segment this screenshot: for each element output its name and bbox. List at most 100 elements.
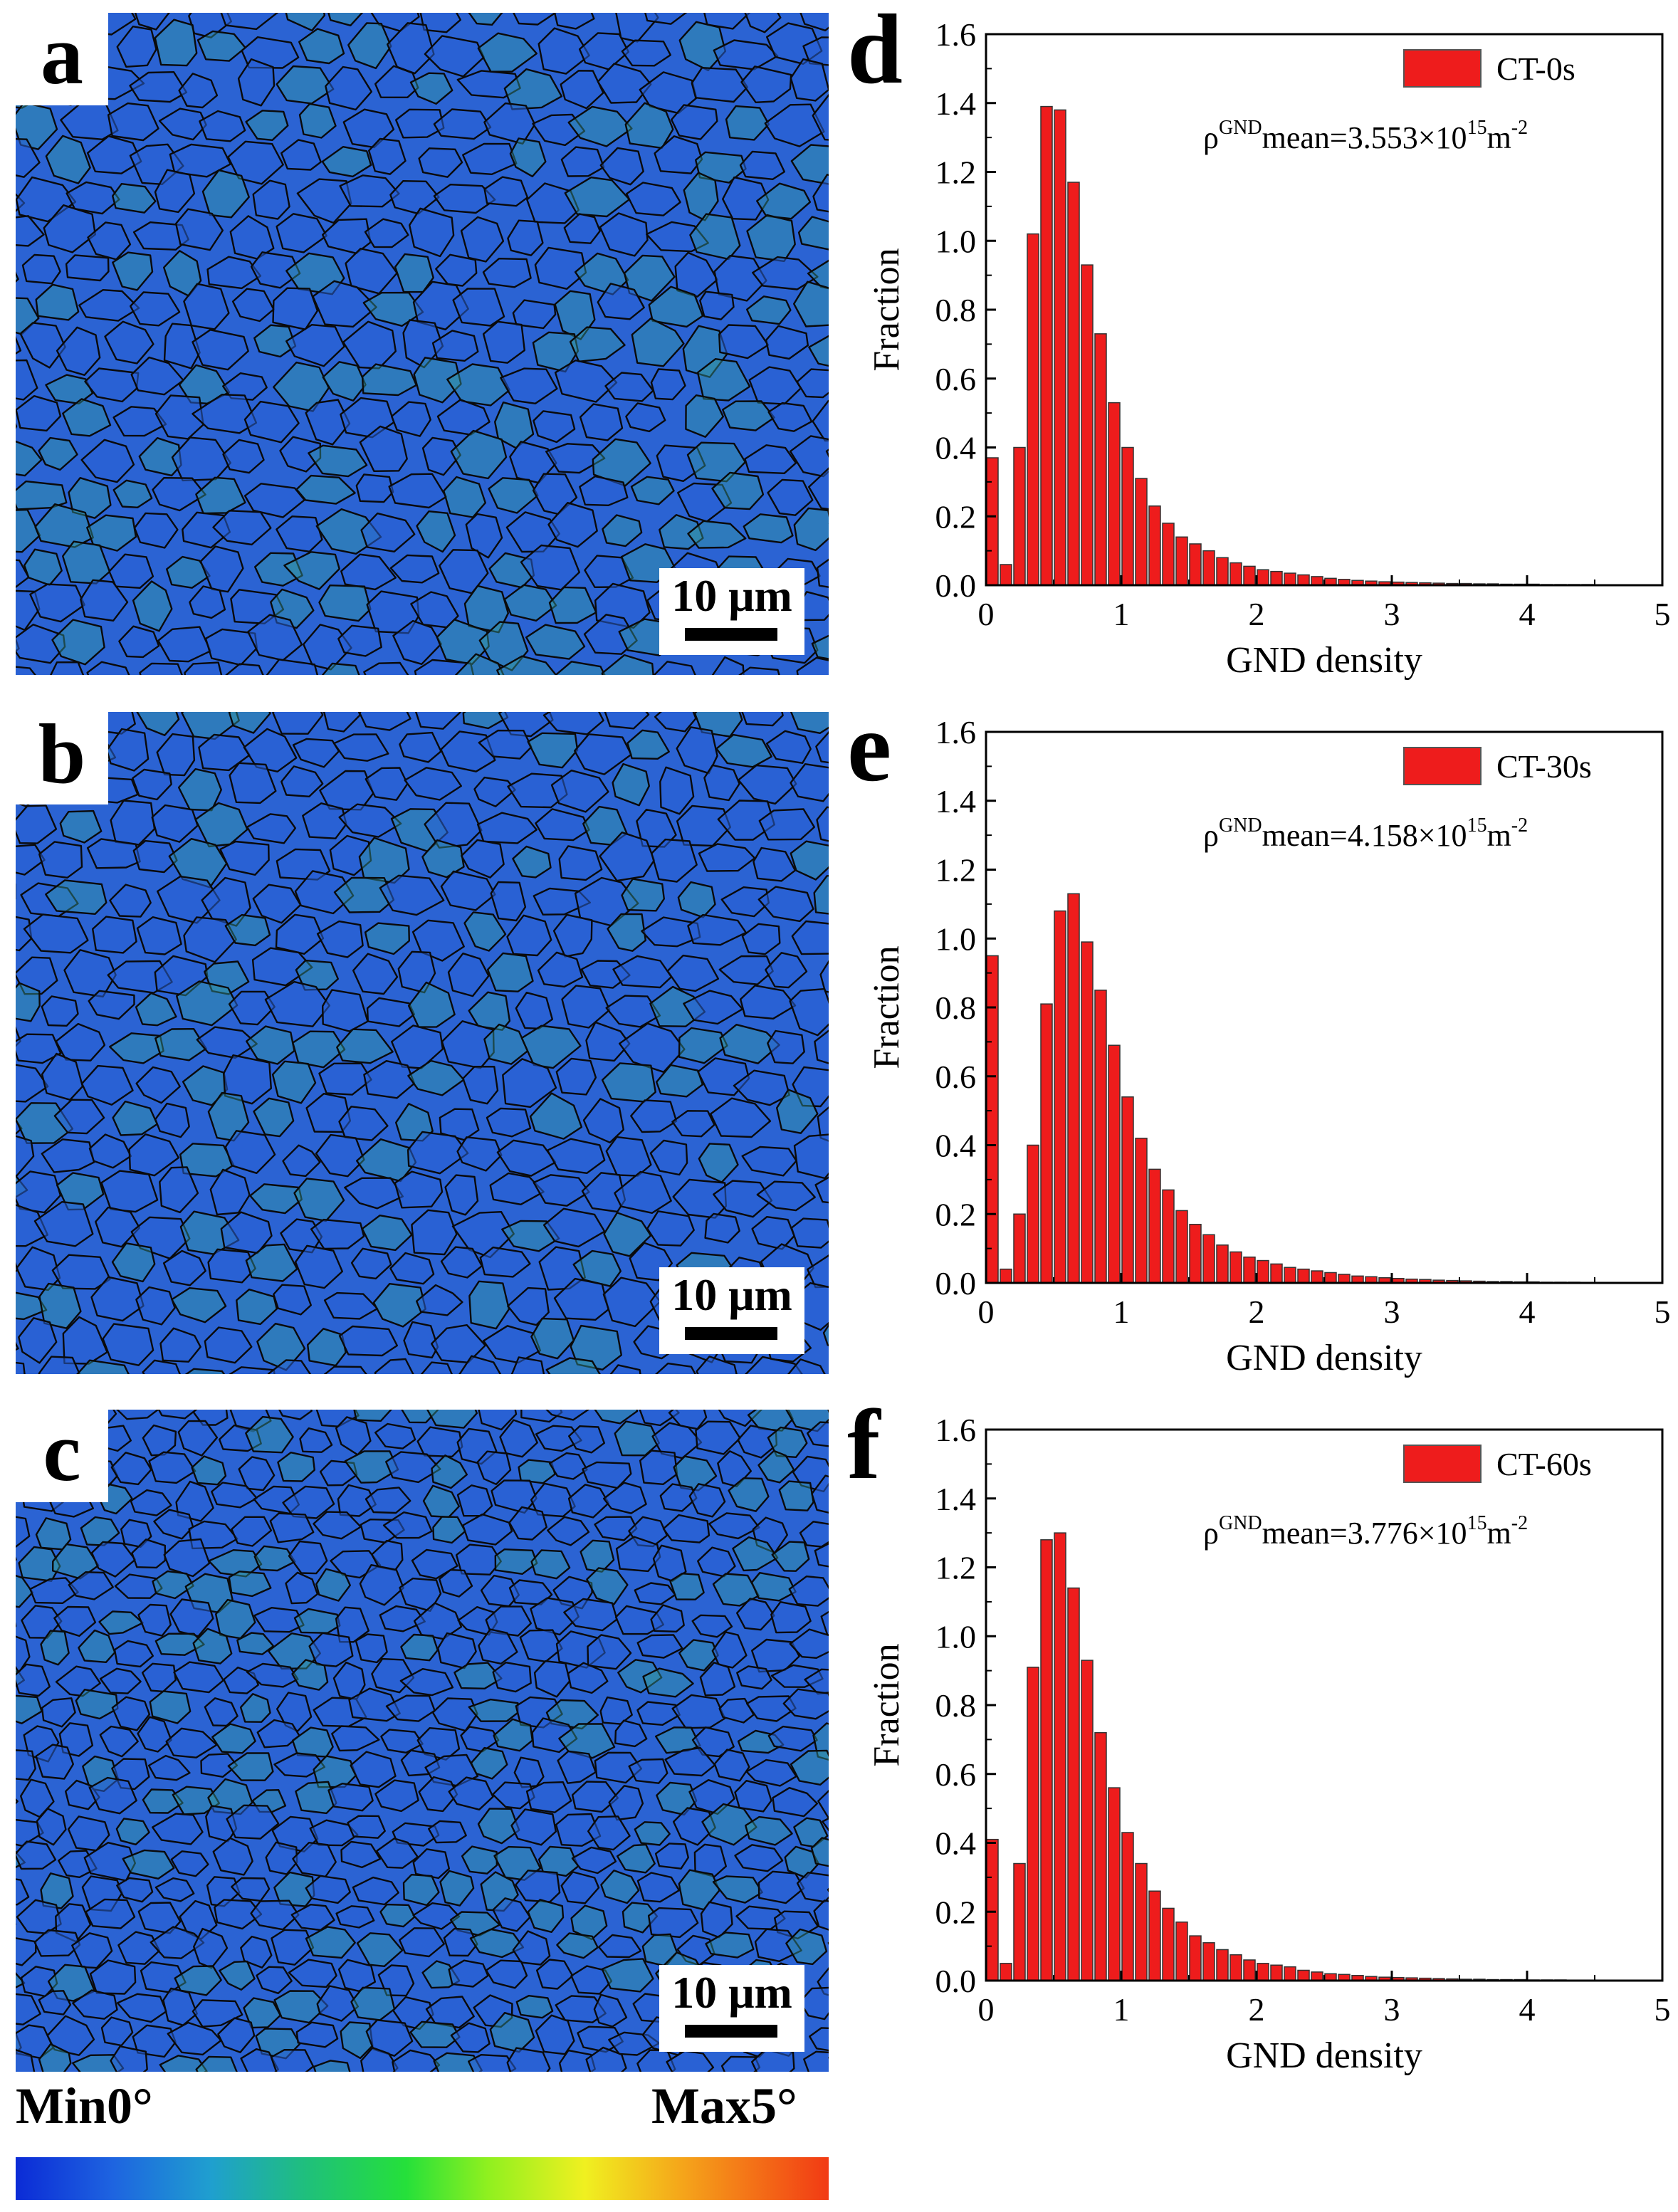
bar-e-2: [1013, 1213, 1026, 1284]
bar-f-12: [1148, 1890, 1161, 1981]
bar-f-23: [1297, 1969, 1310, 1981]
mean-annotation-f: ρGNDmean=3.776×1015m-2: [1203, 1512, 1528, 1551]
bar-e-17: [1216, 1244, 1229, 1284]
ytick-label-f-2: 0.4: [935, 1825, 977, 1862]
scale-bar-line-c: [685, 2025, 777, 2038]
bar-e-6: [1067, 893, 1080, 1284]
bar-f-6: [1067, 1587, 1080, 1981]
ytick-label-d-4: 0.8: [935, 292, 977, 328]
bar-d-21: [1270, 570, 1283, 586]
kam-map-c: c 10 μm: [16, 1410, 829, 2072]
xtick-label-e-1: 1: [1113, 1294, 1130, 1330]
bar-d-11: [1135, 478, 1148, 586]
ytick-label-f-5: 1.0: [935, 1618, 977, 1655]
bar-f-3: [1027, 1667, 1039, 1981]
ytick-label-d-8: 1.6: [935, 16, 977, 53]
bar-d-3: [1027, 233, 1039, 586]
histogram-svg-f: 0.0 0.2 0.4 0.6 0.8 1.0 1.2 1.4 1.6 0 1 2 3 4 5 GND den…: [866, 1412, 1671, 2076]
bar-f-18: [1229, 1954, 1242, 1981]
bar-f-11: [1135, 1862, 1148, 1981]
xtick-label-e-0: 0: [978, 1294, 995, 1330]
ylabel-f: Fraction: [866, 1643, 907, 1766]
bar-f-22: [1284, 1966, 1296, 1981]
bar-d-9: [1108, 402, 1121, 586]
gnd-histogram-f: 0.0 0.2 0.4 0.6 0.8 1.0 1.2 1.4 1.6 0 1 2 3 4 5 GND den…: [847, 1395, 1678, 2104]
scale-bar-c: 10 μm: [659, 1965, 804, 2052]
bar-f-5: [1054, 1532, 1066, 1981]
ytick-label-e-3: 0.6: [935, 1059, 977, 1095]
bar-f-1: [1000, 1963, 1012, 1981]
bar-e-5: [1054, 910, 1066, 1284]
bar-e-22: [1284, 1267, 1296, 1284]
histogram-svg-e: 0.0 0.2 0.4 0.6 0.8 1.0 1.2 1.4 1.6 0 1 2 3 4 5 GND den…: [866, 714, 1671, 1378]
bar-f-21: [1270, 1964, 1283, 1981]
bar-e-23: [1297, 1268, 1310, 1284]
ytick-label-f-8: 1.6: [935, 1412, 977, 1448]
xtick-label-d-0: 0: [978, 596, 995, 632]
bar-e-9: [1108, 1044, 1121, 1284]
bar-e-14: [1175, 1210, 1188, 1284]
scale-label-b: 10 μm: [671, 1269, 792, 1320]
histogram-svg-d: 0.0 0.2 0.4 0.6 0.8 1.0 1.2 1.4 1.6 0 1 2 3 4 5 GND den…: [866, 16, 1671, 681]
bar-e-12: [1148, 1168, 1161, 1284]
bar-d-24: [1311, 576, 1323, 586]
bar-e-25: [1324, 1272, 1337, 1284]
xtick-label-f-4: 4: [1519, 1991, 1536, 2028]
bar-f-15: [1189, 1935, 1202, 1981]
xtick-label-d-4: 4: [1519, 596, 1536, 632]
ylabel-d: Fraction: [866, 248, 907, 371]
xtick-label-f-5: 5: [1655, 1991, 1671, 2028]
bar-d-2: [1013, 446, 1026, 586]
bar-f-9: [1108, 1787, 1121, 1981]
xtick-label-f-0: 0: [978, 1991, 995, 2028]
ytick-label-e-7: 1.4: [935, 783, 977, 819]
ytick-label-d-5: 1.0: [935, 223, 977, 259]
bar-e-4: [1040, 1003, 1053, 1284]
ytick-label-d-0: 0.0: [935, 567, 977, 604]
xlabel-f: GND density: [1226, 2035, 1422, 2076]
ytick-label-d-7: 1.4: [935, 85, 977, 122]
bar-f-8: [1094, 1731, 1107, 1981]
bar-d-19: [1243, 565, 1256, 586]
ytick-label-f-4: 0.8: [935, 1687, 977, 1724]
bar-f-17: [1216, 1949, 1229, 1981]
bar-f-20: [1257, 1963, 1269, 1981]
bar-e-10: [1121, 1096, 1134, 1284]
ytick-label-e-5: 1.0: [935, 921, 977, 957]
xlabel-d: GND density: [1226, 640, 1422, 681]
bar-d-12: [1148, 505, 1161, 586]
bar-e-1: [1000, 1268, 1012, 1284]
bar-f-0: [986, 1838, 999, 1981]
scale-bar-b: 10 μm: [659, 1267, 804, 1354]
bars-d: [986, 105, 1662, 586]
bar-f-7: [1081, 1660, 1094, 1981]
ytick-label-f-1: 0.2: [935, 1894, 977, 1930]
bar-e-24: [1311, 1270, 1323, 1284]
xtick-label-f-2: 2: [1249, 1991, 1265, 2028]
bar-f-13: [1162, 1907, 1175, 1981]
bar-d-23: [1297, 574, 1310, 586]
xtick-label-d-5: 5: [1655, 596, 1671, 632]
ytick-label-d-3: 0.6: [935, 361, 977, 397]
mean-annotation-d: ρGNDmean=3.553×1015m-2: [1203, 117, 1528, 155]
grain-boundary-map-c: [16, 1410, 829, 2072]
gnd-histogram-d: 0.0 0.2 0.4 0.6 0.8 1.0 1.2 1.4 1.6 0 1 2 3 4 5 GND den…: [847, 0, 1678, 708]
xtick-label-d-3: 3: [1384, 596, 1400, 632]
bar-f-10: [1121, 1832, 1134, 1981]
bar-e-16: [1202, 1234, 1215, 1284]
xtick-label-e-2: 2: [1249, 1294, 1265, 1330]
panel-label-c: c: [16, 1410, 108, 1502]
bar-e-18: [1229, 1251, 1242, 1284]
xtick-label-f-3: 3: [1384, 1991, 1400, 2028]
bar-e-7: [1081, 941, 1094, 1284]
ytick-label-d-2: 0.4: [935, 430, 977, 466]
bar-d-22: [1284, 572, 1296, 586]
colorbar-min-label: Min0°: [16, 2077, 153, 2134]
bar-f-4: [1040, 1539, 1053, 1981]
bar-e-20: [1257, 1259, 1269, 1284]
grain-boundary-map-a: [16, 13, 829, 675]
bar-f-24: [1311, 1971, 1323, 1981]
bar-e-8: [1094, 990, 1107, 1284]
bar-f-14: [1175, 1922, 1188, 1981]
legend-label-d: CT-0s: [1496, 51, 1575, 87]
